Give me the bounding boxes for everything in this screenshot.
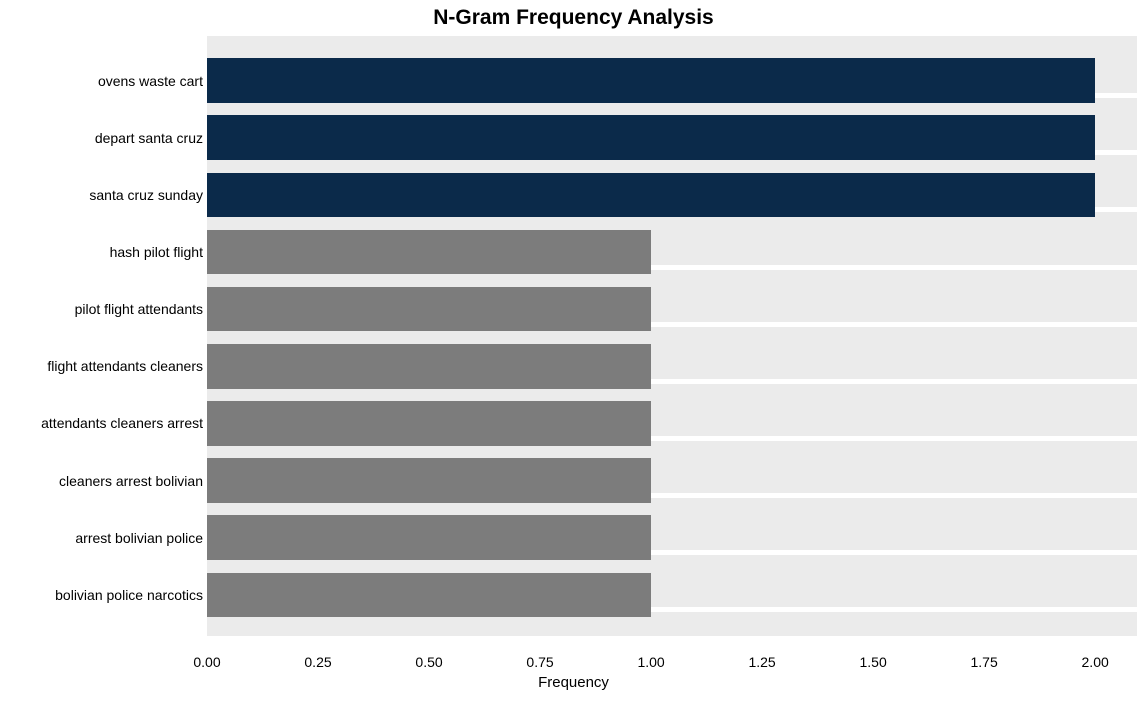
bar [207, 287, 651, 332]
y-axis-label: hash pilot flight [3, 244, 203, 260]
bar [207, 230, 651, 275]
bar [207, 58, 1095, 103]
bar [207, 515, 651, 560]
bar [207, 173, 1095, 218]
bar [207, 115, 1095, 160]
bar [207, 344, 651, 389]
bar [207, 573, 651, 618]
y-axis-label: depart santa cruz [3, 130, 203, 146]
y-axis-label: santa cruz sunday [3, 187, 203, 203]
plot-area [207, 36, 1137, 636]
x-axis-tick-label: 0.50 [415, 654, 442, 670]
y-axis-label: ovens waste cart [3, 73, 203, 89]
y-axis-label: attendants cleaners arrest [3, 415, 203, 431]
bar [207, 401, 651, 446]
y-axis-label: arrest bolivian police [3, 530, 203, 546]
bar [207, 458, 651, 503]
x-axis-tick-label: 0.75 [526, 654, 553, 670]
chart-title: N-Gram Frequency Analysis [0, 6, 1147, 30]
y-axis-label: cleaners arrest bolivian [3, 473, 203, 489]
x-axis-tick-label: 1.00 [637, 654, 664, 670]
x-axis-tick-label: 2.00 [1082, 654, 1109, 670]
x-axis-tick-label: 1.50 [859, 654, 886, 670]
x-axis-tick-label: 0.00 [193, 654, 220, 670]
y-axis-label: pilot flight attendants [3, 301, 203, 317]
ngram-frequency-chart: N-Gram Frequency Analysis Frequency oven… [0, 0, 1147, 701]
y-axis-label: flight attendants cleaners [3, 358, 203, 374]
x-axis-tick-label: 1.75 [971, 654, 998, 670]
x-axis-tick-label: 1.25 [748, 654, 775, 670]
x-axis-tick-label: 0.25 [304, 654, 331, 670]
y-axis-label: bolivian police narcotics [3, 587, 203, 603]
x-axis-title: Frequency [0, 674, 1147, 691]
